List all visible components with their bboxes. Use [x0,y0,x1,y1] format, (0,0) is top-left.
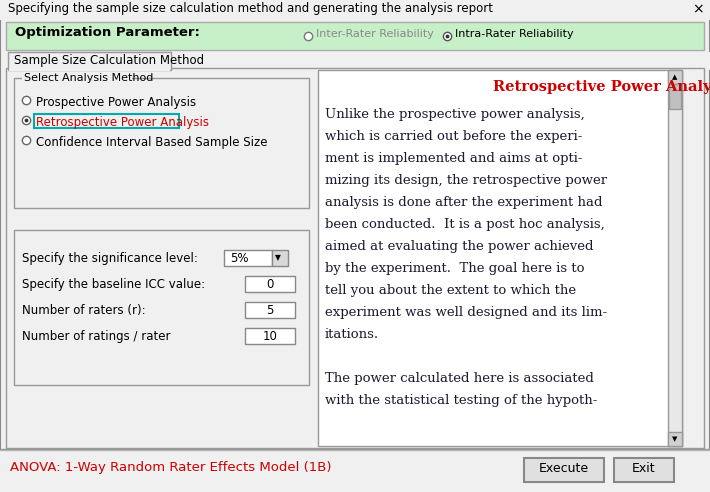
Text: Intra-Rater Reliability: Intra-Rater Reliability [455,29,574,39]
Text: 10: 10 [263,330,278,343]
Text: been conducted.  It is a post hoc analysis,: been conducted. It is a post hoc analysi… [325,218,605,231]
Text: analysis is done after the experiment had: analysis is done after the experiment ha… [325,196,603,209]
Bar [614,458,674,482]
Text: Retrospective Power Analysis: Retrospective Power Analysis [493,80,710,94]
Text: Unlike the prospective power analysis,: Unlike the prospective power analysis, [325,108,585,121]
Text: Number of raters (r):: Number of raters (r): [22,304,146,317]
Text: Inter-Rater Reliability: Inter-Rater Reliability [316,29,434,39]
Bar [245,328,295,344]
Text: ment is implemented and aims at opti-: ment is implemented and aims at opti- [325,152,582,165]
Bar [668,70,682,446]
Text: mizing its design, the retrospective power: mizing its design, the retrospective pow… [325,174,607,187]
Bar [245,276,295,292]
Bar [6,22,704,50]
Text: 5%: 5% [230,252,248,265]
Text: experiment was well designed and its lim-: experiment was well designed and its lim… [325,306,607,319]
Text: with the statistical testing of the hypoth-: with the statistical testing of the hypo… [325,394,597,407]
Bar [0,450,710,492]
Text: ▼: ▼ [672,436,677,442]
Bar [668,432,682,446]
Text: Specify the baseline ICC value:: Specify the baseline ICC value: [22,278,205,291]
Bar [6,68,704,448]
Text: tell you about the extent to which the: tell you about the extent to which the [325,284,576,297]
Text: ×: × [692,2,704,16]
Bar [669,84,681,109]
Bar [245,302,295,318]
Text: ANOVA: 1-Way Random Rater Effects Model (1B): ANOVA: 1-Way Random Rater Effects Model … [10,461,332,474]
Bar [8,52,171,70]
Text: 0: 0 [266,278,273,291]
Text: itations.: itations. [325,328,379,341]
Text: Number of ratings / rater: Number of ratings / rater [22,330,170,343]
Text: ▼: ▼ [275,253,281,262]
Text: which is carried out before the experi-: which is carried out before the experi- [325,130,582,143]
Text: Retrospective Power Analysis: Retrospective Power Analysis [36,116,209,129]
Text: Execute: Execute [539,462,589,475]
Text: Specify the significance level:: Specify the significance level: [22,252,198,265]
Text: Exit: Exit [632,462,656,475]
Text: ▲: ▲ [672,74,677,80]
Bar [524,458,604,482]
Text: 5: 5 [266,304,273,317]
Text: by the experiment.  The goal here is to: by the experiment. The goal here is to [325,262,584,275]
Text: Optimization Parameter:: Optimization Parameter: [15,26,200,39]
Bar [6,52,710,70]
Bar [0,0,710,20]
Bar [318,70,682,446]
Bar [22,75,132,85]
Text: Specifying the sample size calculation method and generating the analysis report: Specifying the sample size calculation m… [8,2,493,15]
Text: Sample Size Calculation Method: Sample Size Calculation Method [14,54,204,67]
Text: Select Analysis Method: Select Analysis Method [24,73,153,83]
Text: Prospective Power Analysis: Prospective Power Analysis [36,96,196,109]
Text: aimed at evaluating the power achieved: aimed at evaluating the power achieved [325,240,594,253]
Text: The power calculated here is associated: The power calculated here is associated [325,372,594,385]
Bar [14,78,309,208]
Bar [9,69,170,71]
Bar [668,70,682,84]
Bar [224,250,272,266]
Text: Confidence Interval Based Sample Size: Confidence Interval Based Sample Size [36,136,268,149]
Bar [14,230,309,385]
Bar [272,250,288,266]
Bar [34,114,179,128]
